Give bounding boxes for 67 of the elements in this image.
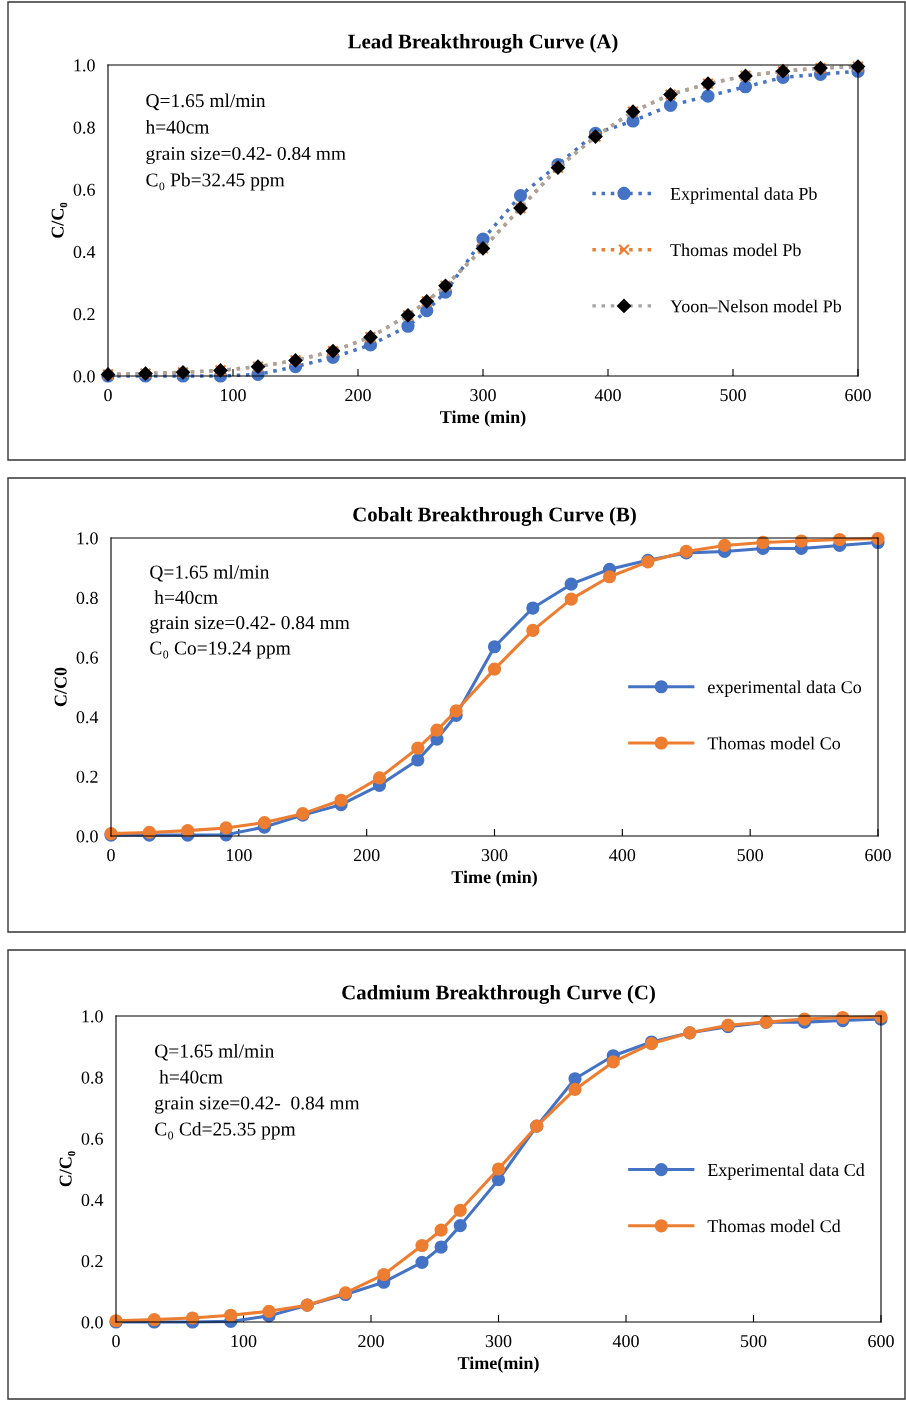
x-tick-label: 400 <box>594 389 621 402</box>
x-tick-label: 100 <box>221 389 246 402</box>
y-tick-label: 0.8 <box>73 121 95 134</box>
y-tick-label: 0.2 <box>76 770 98 783</box>
y-tick-label: 0.8 <box>76 591 98 605</box>
x-tick-label: 200 <box>345 389 371 402</box>
x-tick-label: 500 <box>720 389 746 402</box>
y-tick-label: 0.6 <box>76 651 98 664</box>
legend-label: Experimental data Cd <box>707 1163 865 1180</box>
annotation: h=40cm <box>145 119 210 134</box>
annotation: C₀ Cd=25.35 ppm <box>155 1121 296 1140</box>
x-tick-label: 500 <box>737 849 764 862</box>
y-tick-label: 0.6 <box>81 1132 103 1145</box>
y-axis-title: C/C₀ <box>51 202 68 238</box>
y-tick-label: 0.4 <box>81 1193 104 1207</box>
annotation: C₀ Pb=32.45 ppm <box>146 172 285 191</box>
legend-label: experimental data Co <box>708 680 862 697</box>
y-tick-label: 0.6 <box>73 183 95 196</box>
annotation: grain size=0.42- 0.84 mm <box>146 146 346 165</box>
x-tick-label: 600 <box>845 389 871 402</box>
y-tick-label: 0.0 <box>81 1316 103 1329</box>
annotation: Q=1.65 ml/min <box>146 93 266 111</box>
legend-label: Thomas model Cd <box>707 1219 841 1233</box>
x-tick-label: 100 <box>231 1335 257 1348</box>
x-tick-label: 300 <box>481 849 508 862</box>
y-tick-label: 0.0 <box>76 830 98 843</box>
x-tick-label: 400 <box>612 1335 639 1348</box>
x-tick-label: 500 <box>741 1335 767 1348</box>
legend-label: Thomas model Co <box>707 736 841 750</box>
annotation: grain size=0.42- 0.84 mm <box>155 1096 360 1114</box>
x-axis-title: Time (min) <box>440 410 526 427</box>
y-tick-label: 0.8 <box>81 1071 103 1084</box>
legend-label: Yoon–Nelson model Pb <box>670 299 842 313</box>
annotation: C₀ Co=19.24 ppm <box>150 641 291 659</box>
annotation: h=40cm <box>159 1069 223 1084</box>
y-axis-title: C/C0 <box>54 667 67 707</box>
legend-label: Exprimental data Pb <box>670 187 817 204</box>
x-tick-label: 400 <box>609 849 636 862</box>
legend-label: Thomas model Pb <box>670 243 801 257</box>
x-tick-label: 200 <box>358 1335 384 1348</box>
y-tick-label: 0.2 <box>73 308 95 321</box>
x-tick-label: 600 <box>865 849 891 862</box>
chart-title: Cadmium Breakthrough Curve (C) <box>342 984 655 1004</box>
chart-title: Cobalt Breakthrough Curve (B) <box>353 506 636 526</box>
y-tick-label: 1.0 <box>82 1010 103 1023</box>
annotation: Q=1.65 ml/min <box>150 564 270 582</box>
x-tick-label: 0 <box>107 849 115 862</box>
y-tick-label: 1.0 <box>74 59 95 72</box>
annotation: h=40cm <box>154 590 218 604</box>
x-tick-label: 0 <box>112 1335 120 1348</box>
annotation: Q=1.65 ml/min <box>155 1043 275 1061</box>
x-tick-label: 300 <box>485 1335 512 1348</box>
y-tick-label: 0.4 <box>73 245 96 259</box>
y-tick-label: 0.2 <box>81 1255 103 1268</box>
chart-title: Lead Breakthrough Curve (A) <box>348 33 618 53</box>
y-tick-label: 0.0 <box>73 370 95 383</box>
x-tick-label: 0 <box>104 389 112 402</box>
x-tick-label: 200 <box>353 849 380 862</box>
y-tick-label: 1.0 <box>77 532 98 545</box>
y-tick-label: 0.4 <box>76 711 99 724</box>
x-axis-title: Time (min) <box>451 870 537 887</box>
x-tick-label: 600 <box>868 1335 894 1348</box>
y-axis-title: C/C₀ <box>59 1151 76 1187</box>
x-tick-label: 300 <box>470 389 496 402</box>
x-tick-label: 100 <box>226 849 252 862</box>
x-axis-title: Time(min) <box>457 1356 539 1373</box>
annotation: grain size=0.42- 0.84 mm <box>150 616 350 634</box>
